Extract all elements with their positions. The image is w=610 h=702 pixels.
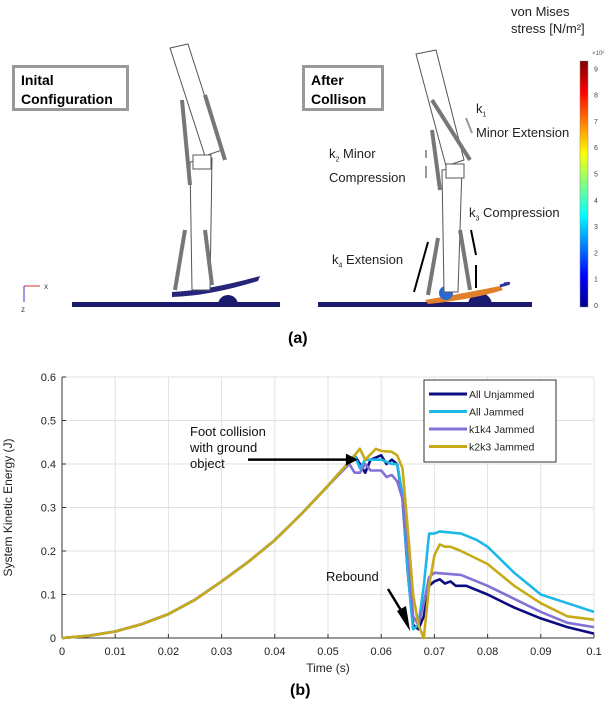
k1-prefix: k (476, 101, 483, 116)
legend-label: All Jammed (469, 407, 524, 419)
colorbar-tick-label: 1 (594, 277, 598, 284)
k2-annotation: k2 Minor Compression (329, 145, 419, 186)
panel-a-caption: (a) (288, 330, 308, 347)
k4-prefix: k (332, 252, 339, 267)
k3-arrow-icon (470, 229, 477, 288)
x-tick-label: 0.02 (158, 646, 179, 658)
y-tick-label: 0.4 (41, 459, 56, 471)
colorbar-tick-label: 3 (594, 224, 598, 231)
x-tick-label: 0 (59, 646, 65, 658)
colorbar-tick-label: 6 (594, 145, 598, 152)
k4-sub: 4 (338, 262, 343, 270)
axis-z-label: z (21, 305, 25, 314)
x-tick-label: 0.03 (211, 646, 232, 658)
x-tick-label: 0.04 (264, 646, 285, 658)
colorbar-tick-label: 2 (594, 250, 598, 257)
k3-text: Compression (483, 205, 560, 220)
simulation-panel: x z 0 1 2 3 4 5 6 7 8 9 ×10⁶ (21, 43, 605, 314)
axis-triad-icon: x z (21, 282, 48, 314)
k1-text: Minor Extension (476, 124, 570, 140)
panel-b-caption: (b) (290, 682, 311, 699)
k3-annotation: k3 Compression (469, 204, 560, 228)
k2-sub: 2 (335, 156, 340, 164)
x-tick-label: 0.05 (317, 646, 338, 658)
y-tick-label: 0.2 (41, 546, 56, 558)
y-tick-label: 0.3 (41, 503, 56, 515)
rebound-arrowhead-icon (397, 606, 411, 632)
colorbar-tick-label: 4 (594, 198, 598, 205)
legend-label: k1k4 Jammed (469, 424, 535, 436)
y-tick-label: 0 (50, 633, 56, 645)
colorbar-tick-label: 7 (594, 119, 598, 126)
k1-sub: 1 (482, 111, 487, 119)
x-axis-label: Time (s) (306, 661, 350, 675)
k2-text: Minor Compression (329, 146, 406, 185)
after-collision-robot-drawing (318, 49, 532, 307)
colorbar-tick-label: 8 (594, 93, 598, 100)
legend-label: k2k3 Jammed (469, 442, 535, 454)
series-line-k2k3-jammed (61, 447, 595, 640)
k3-prefix: k (469, 205, 476, 220)
x-tick-label: 0.09 (530, 646, 551, 658)
after-collision-label: After Collison (302, 65, 384, 111)
rebound-annotation-text: Rebound (326, 569, 379, 584)
k2-prefix: k (329, 146, 336, 161)
y-tick-label: 0.5 (41, 416, 56, 428)
colorbar-tick-label: 5 (594, 172, 598, 179)
colorbar-tick-label: 0 (594, 303, 598, 310)
chart-legend: All Unjammed All Jammed k1k4 Jammed k2k3 Ja… (423, 379, 557, 463)
colorbar-multiplier: ×10⁶ (592, 50, 605, 57)
collision-annotation-text: Foot collision (190, 424, 266, 439)
initial-configuration-label: Inital Configuration (12, 65, 129, 111)
k4-annotation: k4 Extension (332, 251, 403, 275)
k1-arrow-icon (465, 117, 473, 134)
axis-x-label: x (44, 282, 48, 291)
collision-arrowhead-icon (345, 453, 358, 466)
colorbar-tick-label: 9 (594, 66, 598, 73)
colorbar-title-line2: stress [N/m²] (511, 21, 585, 36)
k1-annotation: k1 Minor Extension (476, 100, 569, 141)
x-tick-label: 0.06 (370, 646, 391, 658)
legend-label: All Unjammed (469, 389, 535, 401)
k3-sub: 3 (475, 215, 480, 223)
k4-text: Extension (346, 252, 404, 267)
stress-colorbar (579, 60, 589, 308)
colorbar-ticks: 0 1 2 3 4 5 6 7 8 9 (594, 66, 598, 310)
y-axis-label: System Kinetic Energy (J) (1, 438, 15, 576)
x-tick-label: 0.07 (424, 646, 445, 658)
x-tick-label: 0.08 (477, 646, 498, 658)
rebound-arrow-icon (386, 588, 404, 613)
y-tick-label: 0.1 (41, 590, 56, 602)
collision-annotation-text: with ground (189, 440, 257, 455)
y-tick-label: 0.6 (41, 372, 56, 384)
collision-annotation-text: object (190, 456, 225, 471)
x-tick-label: 0.1 (586, 646, 601, 658)
x-tick-label: 0.01 (104, 646, 125, 658)
initial-robot-drawing (72, 43, 280, 307)
colorbar-title-line1: von Mises (511, 4, 570, 19)
kinetic-energy-chart: 0 0.01 0.02 0.03 0.04 0.05 0.06 0.07 0.08 0.09 0.1… (1, 372, 602, 675)
k4-arrow-icon (413, 241, 429, 293)
